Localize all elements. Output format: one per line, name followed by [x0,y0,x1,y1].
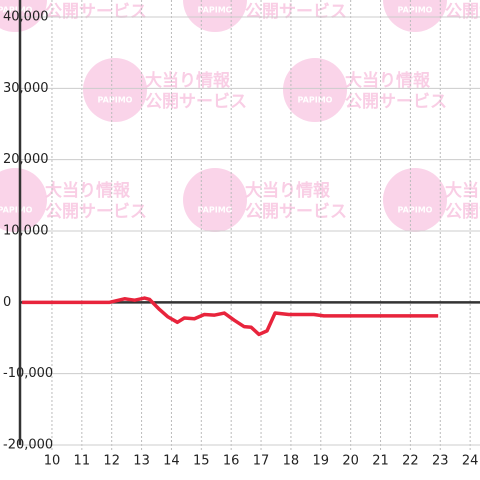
x-tick-label: 13 [133,454,150,469]
watermark-logo [0,168,47,232]
data-line [22,296,439,337]
y-tick-label: 30,000 [3,81,49,96]
watermark-text: 大当り情報 [345,70,431,91]
watermark-logo [183,0,247,32]
x-tick-label: 12 [103,454,120,469]
watermark-text: 大当り情報 [145,70,231,91]
watermark-text: 大当り情報 [245,180,331,201]
x-tick-label: 20 [342,454,359,469]
watermark-logo [283,58,347,122]
watermark-logo [383,0,447,32]
y-tick-label: 40,000 [3,10,49,25]
x-tick-label: 18 [283,454,300,469]
watermark-logo-text: PAPIMO [398,6,433,15]
watermark-text: 公開サービス [245,2,347,22]
x-tick-label: 15 [193,454,210,469]
watermark-logo-text: PAPIMO [0,206,33,215]
watermark-text: 公開サービス [345,92,447,112]
watermark-logo-text: PAPIMO [398,206,433,215]
watermark-logo [0,0,47,32]
watermark-text: 大当り情報 [445,180,480,201]
watermark-text: 公開サービス [45,202,147,222]
watermark-text: 大当り情報 [245,0,331,1]
x-tick-label: 23 [432,454,449,469]
y-tick-label: 20,000 [3,152,49,167]
watermark-logo [183,168,247,232]
x-tick-label: 21 [372,454,389,469]
watermark-logo-text: PAPIMO [98,96,133,105]
y-tick-label: -10,000 [3,366,53,381]
x-tick-label: 17 [253,454,270,469]
watermark-logo-text: PAPIMO [298,96,333,105]
watermark-text: 公開サービス [145,92,247,112]
x-tick-label: 19 [313,454,330,469]
watermark-logo-text: PAPIMO [198,206,233,215]
y-tick-label: -20,000 [3,438,53,453]
watermark-text: 大当り情報 [445,0,480,1]
x-tick-label: 14 [163,454,180,469]
watermark-logo-text: PAPIMO [198,6,233,15]
y-tick-label: 10,000 [3,224,49,239]
x-tick-label: 11 [74,454,91,469]
y-tick-label: 0 [3,295,11,310]
watermark-logo [83,58,147,122]
watermark-logo-text: PAPIMO [0,6,33,15]
watermark-text: 公開サービス [445,202,480,222]
watermark-text: 大当り情報 [45,0,131,1]
watermark-text: 公開サービス [445,2,480,22]
watermark-text: 公開サービス [45,2,147,22]
x-tick-label: 22 [402,454,419,469]
x-tick-label: 16 [223,454,240,469]
watermark-logo [383,168,447,232]
watermark-text: 大当り情報 [45,180,131,201]
x-tick-label: 10 [44,454,61,469]
watermark-text: 公開サービス [245,202,347,222]
x-tick-label: 24 [462,454,479,469]
